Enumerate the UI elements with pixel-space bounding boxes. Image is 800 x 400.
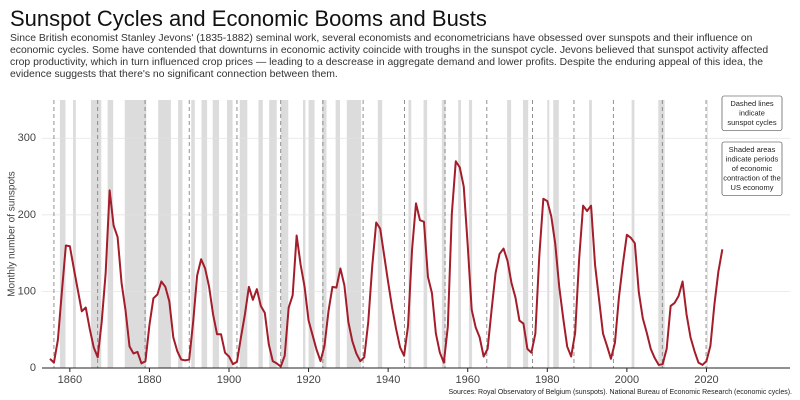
annotation-box: [721, 141, 783, 196]
recession-band: [441, 100, 446, 368]
annotation-box: [721, 95, 783, 131]
y-axis-label: Monthly number of sunspots: [7, 171, 18, 297]
recession-band: [191, 100, 195, 368]
annotation-text: sunspot cycles: [727, 118, 776, 127]
recession-band: [212, 100, 220, 368]
recession-band: [280, 100, 289, 368]
recession-band: [346, 100, 362, 368]
recession-band: [303, 100, 306, 368]
recession-band: [59, 100, 66, 368]
recession-band: [73, 100, 76, 368]
recession-band: [523, 100, 529, 368]
annotation-text: contraction of the: [723, 173, 781, 182]
x-tick-label: 1900: [217, 374, 241, 386]
y-tick-label: 300: [18, 132, 36, 144]
recession-band: [589, 100, 592, 368]
recession-band: [239, 100, 248, 368]
recession-band: [107, 100, 114, 368]
x-tick-label: 1940: [376, 374, 400, 386]
recession-band: [631, 100, 635, 368]
recession-band: [335, 100, 341, 368]
recession-band: [322, 100, 327, 368]
recession-band: [658, 100, 665, 368]
x-tick-label: 1920: [296, 374, 320, 386]
annotation-text: Dashed lines: [730, 99, 774, 108]
annotation-text: of economic: [732, 164, 773, 173]
recession-band: [258, 100, 263, 368]
annotation-text: Shaded areas: [729, 145, 776, 154]
chart-title: Sunspot Cycles and Economic Booms and Bu…: [10, 6, 487, 31]
x-tick-label: 1960: [455, 374, 479, 386]
y-tick-label: 100: [18, 285, 36, 297]
recession-band: [547, 100, 550, 368]
chart-subtitle: Since British economist Stanley Jevons' …: [10, 33, 769, 80]
recession-band: [178, 100, 183, 368]
recession-band: [269, 100, 277, 368]
y-tick-label: 0: [30, 362, 36, 374]
recession-band: [458, 100, 461, 368]
recession-band: [308, 100, 315, 368]
sunspot-line: [49, 160, 724, 368]
recession-band: [227, 100, 233, 368]
x-tick-label: 2020: [694, 374, 718, 386]
recession-band: [468, 100, 473, 368]
annotation-text: US economy: [731, 183, 774, 192]
annotation-text: indicate: [739, 108, 765, 117]
x-tick-label: 2000: [615, 374, 639, 386]
source: Sources: Royal Observatory of Belgium (s…: [448, 389, 792, 396]
recession-band: [201, 100, 208, 368]
x-tick-label: 1880: [137, 374, 161, 386]
recession-band: [124, 100, 147, 368]
y-tick-label: 200: [18, 209, 36, 221]
annotation-text: indicate periods: [726, 154, 779, 163]
recession-band: [706, 100, 708, 368]
x-tick-label: 1860: [58, 374, 82, 386]
recession-band: [507, 100, 512, 368]
recession-band: [408, 100, 412, 368]
recession-band: [90, 100, 102, 368]
recession-band: [158, 100, 171, 368]
x-tick-label: 1980: [535, 374, 559, 386]
recession-band: [553, 100, 559, 368]
